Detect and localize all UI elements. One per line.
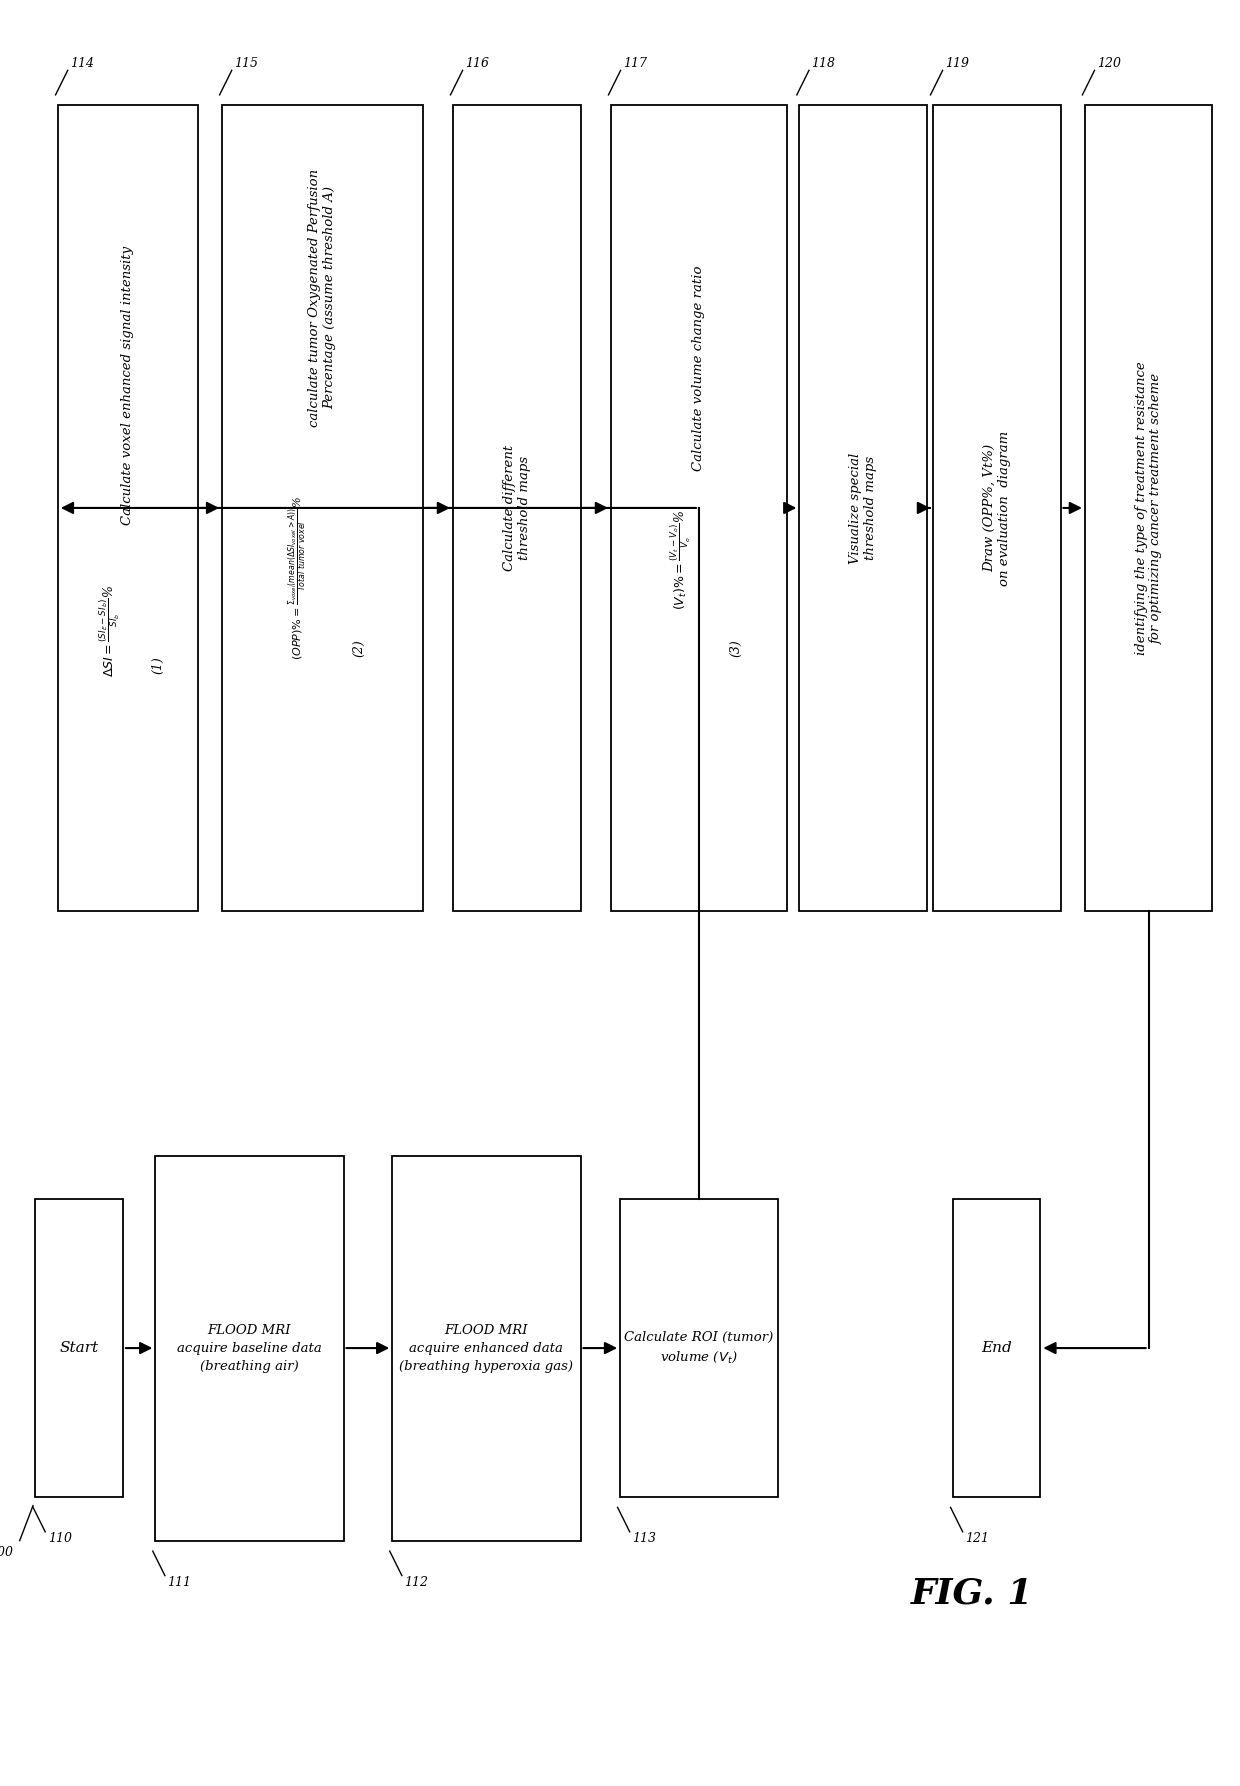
Text: End: End [981, 1341, 1012, 1356]
Text: $\Delta SI = \frac{(SI_E-SI_b)}{SI_b}$%: $\Delta SI = \frac{(SI_E-SI_b)}{SI_b}$% [98, 584, 122, 677]
Text: Visualize special
threshold maps: Visualize special threshold maps [849, 452, 877, 564]
Text: Start: Start [60, 1341, 99, 1356]
FancyBboxPatch shape [453, 105, 580, 911]
FancyBboxPatch shape [1085, 105, 1213, 911]
Text: identifying the type of treatment resistance
for optimizing cancer treatment sch: identifying the type of treatment resist… [1135, 361, 1163, 655]
FancyBboxPatch shape [222, 105, 423, 911]
Text: 115: 115 [234, 57, 258, 70]
Text: Calculate voxel enhanced signal intensity: Calculate voxel enhanced signal intensit… [122, 246, 134, 525]
Text: $(OPP)\% = \frac{\Sigma_{voxel}(mean(\Delta SI_{voxel}>A))}{Total\ tumor\ voxel}: $(OPP)\% = \frac{\Sigma_{voxel}(mean(\De… [286, 497, 310, 661]
Text: Calculate different
threshold maps: Calculate different threshold maps [502, 445, 531, 572]
FancyBboxPatch shape [620, 1200, 777, 1497]
Text: Calculate volume change ratio: Calculate volume change ratio [692, 264, 706, 472]
Text: 110: 110 [47, 1532, 72, 1545]
Text: FLOOD MRI
acquire enhanced data
(breathing hyperoxia gas): FLOOD MRI acquire enhanced data (breathi… [399, 1323, 573, 1373]
Text: FLOOD MRI
acquire baseline data
(breathing air): FLOOD MRI acquire baseline data (breathi… [177, 1323, 321, 1373]
Text: Draw (OPP%, Vt%)
on evaluation  diagram: Draw (OPP%, Vt%) on evaluation diagram [983, 430, 1011, 586]
Text: Calculate ROI (tumor)
volume ($V_t$): Calculate ROI (tumor) volume ($V_t$) [625, 1331, 774, 1365]
FancyBboxPatch shape [954, 1200, 1040, 1497]
Text: 100: 100 [0, 1547, 14, 1559]
Text: 121: 121 [965, 1532, 990, 1545]
Text: calculate tumor Oxygenated Perfusion
Percentage (assume threshold A): calculate tumor Oxygenated Perfusion Per… [309, 170, 336, 427]
FancyBboxPatch shape [800, 105, 926, 911]
FancyBboxPatch shape [392, 1156, 580, 1541]
FancyBboxPatch shape [611, 105, 787, 911]
Text: 113: 113 [632, 1532, 656, 1545]
Text: FIG. 1: FIG. 1 [911, 1575, 1034, 1611]
Text: 111: 111 [167, 1575, 191, 1588]
Text: (3): (3) [729, 639, 742, 657]
Text: 114: 114 [71, 57, 94, 70]
Text: 116: 116 [465, 57, 489, 70]
Text: 120: 120 [1097, 57, 1121, 70]
Text: 118: 118 [811, 57, 836, 70]
FancyBboxPatch shape [36, 1200, 123, 1497]
Text: (1): (1) [151, 657, 165, 675]
Text: $(V_t)\% = \frac{(V_t - V_o)}{V_o}$%: $(V_t)\% = \frac{(V_t - V_o)}{V_o}$% [668, 511, 693, 611]
FancyBboxPatch shape [155, 1156, 343, 1541]
Text: 112: 112 [404, 1575, 428, 1588]
FancyBboxPatch shape [932, 105, 1060, 911]
FancyBboxPatch shape [58, 105, 197, 911]
Text: (2): (2) [352, 639, 366, 657]
Text: 119: 119 [945, 57, 970, 70]
Text: 117: 117 [622, 57, 647, 70]
